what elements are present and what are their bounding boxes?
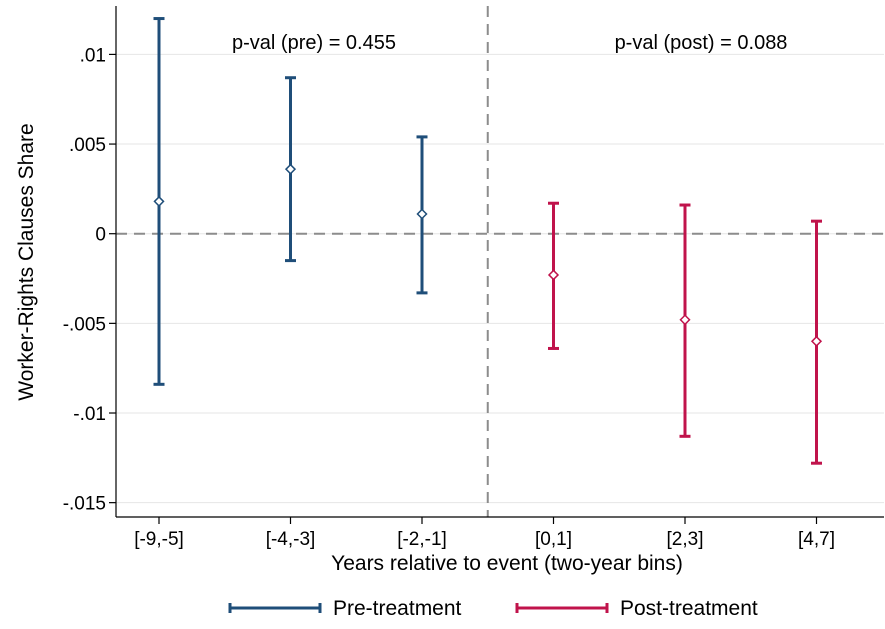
axes: .01 .005 0 -.005 -.01 -.015 [-9,-5] [-4,-3] [-2,…	[63, 6, 884, 550]
x-tick-label: [4,7]	[798, 529, 835, 550]
x-tick-label: [-4,-3]	[266, 529, 316, 550]
y-tick-label: -.015	[63, 494, 106, 515]
y-tick-label: -.01	[73, 404, 106, 425]
point-estimate	[547, 269, 560, 281]
point-estimate	[153, 195, 165, 207]
y-axis-title: Worker-Rights Clauses Share	[15, 123, 38, 400]
legend-label: Post-treatment	[620, 597, 758, 620]
x-tick-label: [-9,-5]	[134, 529, 184, 550]
legend: Pre-treatment Post-treatment	[228, 597, 758, 620]
gridlines	[116, 53, 884, 504]
annotation-post: p-val (post) = 0.088	[615, 32, 788, 54]
annotation-pre: p-val (pre) = 0.455	[232, 32, 396, 54]
x-axis-title: Years relative to event (two-year bins)	[331, 552, 683, 575]
y-tick-label: .01	[80, 45, 106, 66]
legend-label: Pre-treatment	[333, 597, 462, 620]
y-tick-label: .005	[69, 135, 106, 156]
x-tick-label: [2,3]	[667, 529, 704, 550]
point-estimate	[416, 208, 428, 220]
point-estimate	[284, 163, 297, 175]
point-estimate	[810, 335, 823, 347]
y-tick-label: 0	[95, 225, 106, 246]
x-tick-label: [0,1]	[535, 529, 572, 550]
y-tick-label: -.005	[63, 314, 106, 335]
series	[153, 17, 823, 465]
annotations: p-val (pre) = 0.455 p-val (post) = 0.088	[232, 32, 787, 54]
reference-lines	[116, 6, 884, 517]
point-estimate	[679, 314, 691, 326]
x-tick-label: [-2,-1]	[397, 529, 447, 550]
